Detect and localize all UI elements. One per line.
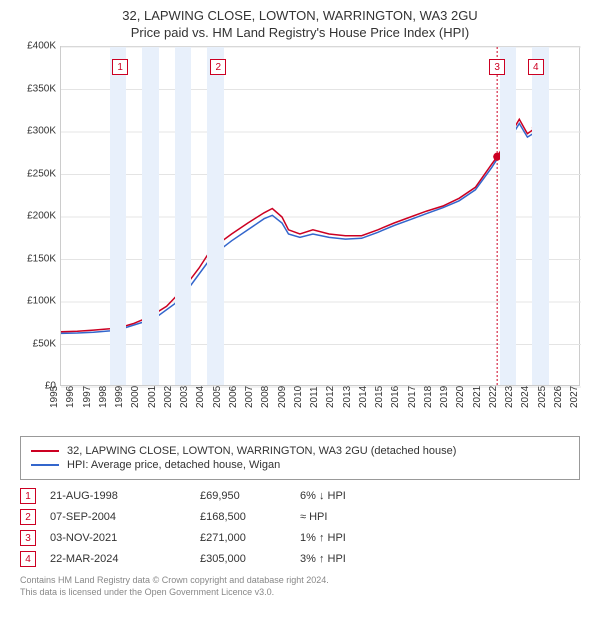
x-axis-tick-label: 2015 — [374, 386, 385, 408]
x-axis-tick-label: 2014 — [358, 386, 369, 408]
y-axis-tick-label: £150K — [27, 253, 56, 264]
transaction-marker-badge: 4 — [528, 59, 544, 75]
x-axis-tick-label: 2022 — [488, 386, 499, 408]
x-axis-tick-label: 2003 — [179, 386, 190, 408]
year-band — [207, 47, 223, 385]
x-axis-tick-label: 2004 — [195, 386, 206, 408]
transaction-row: 1 21-AUG-1998£69,9506% ↓ HPI — [20, 488, 580, 504]
transaction-price: £271,000 — [200, 532, 300, 544]
legend-label: 32, LAPWING CLOSE, LOWTON, WARRINGTON, W… — [67, 445, 456, 457]
x-axis-tick-label: 2017 — [406, 386, 417, 408]
legend-swatch — [31, 450, 59, 452]
transaction-date: 22-MAR-2024 — [50, 553, 200, 565]
year-band — [500, 47, 516, 385]
transaction-row: 2 07-SEP-2004£168,500≈ HPI — [20, 509, 580, 525]
legend-label: HPI: Average price, detached house, Wiga… — [67, 459, 280, 471]
x-axis-tick-label: 2016 — [390, 386, 401, 408]
transaction-badge: 4 — [20, 551, 36, 567]
year-band — [532, 47, 548, 385]
transaction-badge: 3 — [20, 530, 36, 546]
x-axis-tick-label: 2011 — [309, 386, 320, 408]
legend: 32, LAPWING CLOSE, LOWTON, WARRINGTON, W… — [20, 436, 580, 480]
x-axis-tick-label: 2012 — [325, 386, 336, 408]
x-axis-tick-label: 2001 — [146, 386, 157, 408]
transaction-hpi: 3% ↑ HPI — [300, 553, 420, 565]
chart-container: £0£50K£100K£150K£200K£250K£300K£350K£400… — [20, 46, 580, 426]
y-axis-tick-label: £50K — [33, 338, 56, 349]
transaction-marker-badge: 3 — [489, 59, 505, 75]
x-axis-tick-label: 2005 — [211, 386, 222, 408]
transaction-marker-badge: 1 — [112, 59, 128, 75]
transaction-hpi: ≈ HPI — [300, 511, 420, 523]
transaction-row: 4 22-MAR-2024£305,0003% ↑ HPI — [20, 551, 580, 567]
transaction-date: 07-SEP-2004 — [50, 511, 200, 523]
footer-line-2: This data is licensed under the Open Gov… — [20, 587, 580, 599]
y-axis-tick-label: £250K — [27, 168, 56, 179]
legend-item: 32, LAPWING CLOSE, LOWTON, WARRINGTON, W… — [31, 445, 569, 457]
transaction-hpi: 6% ↓ HPI — [300, 490, 420, 502]
x-axis-tick-label: 2007 — [244, 386, 255, 408]
transaction-price: £69,950 — [200, 490, 300, 502]
x-axis-tick-label: 2020 — [455, 386, 466, 408]
x-axis-tick-label: 2013 — [341, 386, 352, 408]
y-axis-tick-label: £100K — [27, 296, 56, 307]
transaction-marker-badge: 2 — [210, 59, 226, 75]
year-band — [142, 47, 158, 385]
transaction-price: £305,000 — [200, 553, 300, 565]
y-axis-tick-label: £350K — [27, 83, 56, 94]
footer: Contains HM Land Registry data © Crown c… — [20, 575, 580, 598]
x-axis-tick-label: 2008 — [260, 386, 271, 408]
transaction-badge: 2 — [20, 509, 36, 525]
x-axis-tick-label: 1995 — [49, 386, 60, 408]
x-axis-tick-label: 2027 — [569, 386, 580, 408]
chart-title-main: 32, LAPWING CLOSE, LOWTON, WARRINGTON, W… — [10, 8, 590, 23]
x-axis-tick-label: 2010 — [293, 386, 304, 408]
y-axis-tick-label: £200K — [27, 211, 56, 222]
y-axis-tick-label: £400K — [27, 41, 56, 52]
x-axis-tick-label: 2021 — [471, 386, 482, 408]
legend-swatch — [31, 464, 59, 466]
x-axis-tick-label: 1996 — [65, 386, 76, 408]
x-axis-labels: 1995199619971998199920002001200220032004… — [60, 390, 580, 426]
x-axis-tick-label: 2024 — [520, 386, 531, 408]
x-axis-tick-label: 2025 — [536, 386, 547, 408]
transaction-date: 21-AUG-1998 — [50, 490, 200, 502]
x-axis-tick-label: 2006 — [228, 386, 239, 408]
plot-area: 1 2 3 4 — [60, 46, 580, 386]
x-axis-tick-label: 2023 — [504, 386, 515, 408]
footer-line-1: Contains HM Land Registry data © Crown c… — [20, 575, 580, 587]
transaction-price: £168,500 — [200, 511, 300, 523]
x-axis-tick-label: 2009 — [276, 386, 287, 408]
x-axis-tick-label: 1997 — [81, 386, 92, 408]
legend-item: HPI: Average price, detached house, Wiga… — [31, 459, 569, 471]
transaction-hpi: 1% ↑ HPI — [300, 532, 420, 544]
series-property — [61, 119, 540, 331]
chart-title-sub: Price paid vs. HM Land Registry's House … — [10, 25, 590, 40]
y-axis-tick-label: £300K — [27, 126, 56, 137]
transaction-badge: 1 — [20, 488, 36, 504]
x-axis-tick-label: 2018 — [423, 386, 434, 408]
chart-header: 32, LAPWING CLOSE, LOWTON, WARRINGTON, W… — [10, 8, 590, 40]
year-band — [110, 47, 126, 385]
x-axis-tick-label: 1998 — [98, 386, 109, 408]
x-axis-tick-label: 1999 — [114, 386, 125, 408]
transaction-date: 03-NOV-2021 — [50, 532, 200, 544]
x-axis-tick-label: 2026 — [553, 386, 564, 408]
y-axis-labels: £0£50K£100K£150K£200K£250K£300K£350K£400… — [20, 46, 60, 386]
x-axis-tick-label: 2019 — [439, 386, 450, 408]
transaction-row: 3 03-NOV-2021£271,0001% ↑ HPI — [20, 530, 580, 546]
transactions-table: 121-AUG-1998£69,9506% ↓ HPI207-SEP-2004£… — [20, 488, 580, 567]
x-axis-tick-label: 2000 — [130, 386, 141, 408]
x-axis-tick-label: 2002 — [163, 386, 174, 408]
year-band — [175, 47, 191, 385]
